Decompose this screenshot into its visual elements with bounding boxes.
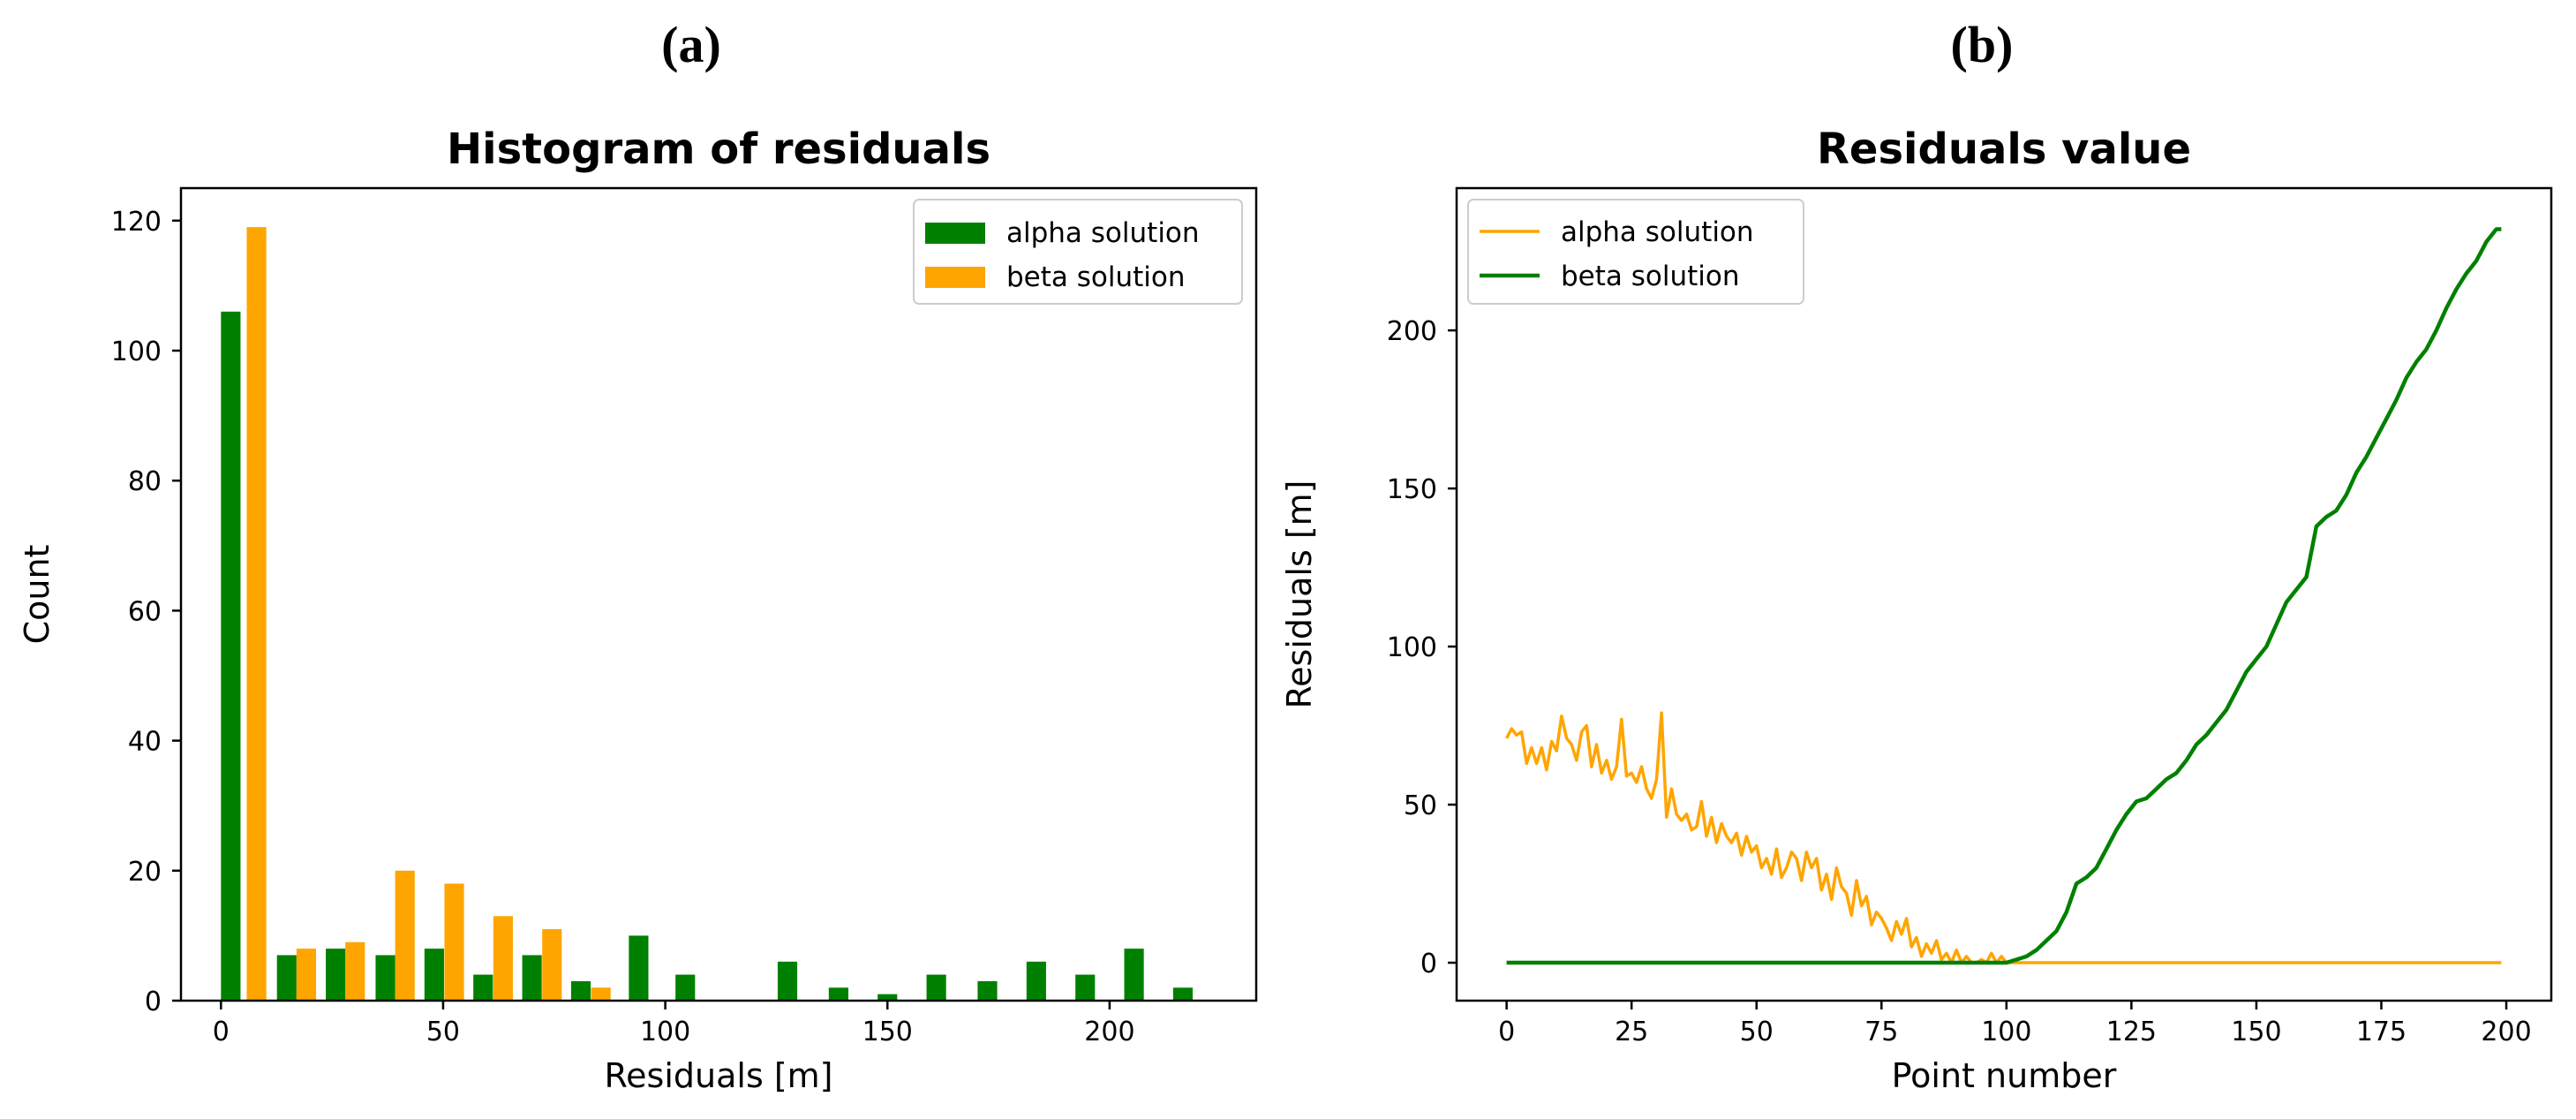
beta-bar: [296, 949, 317, 1001]
alpha-bar: [473, 974, 493, 1001]
alpha-bar: [424, 949, 444, 1001]
legend-label: beta solution: [1561, 261, 1740, 292]
alpha-bar: [221, 311, 241, 1002]
panel-label-a: (a): [661, 16, 721, 73]
beta-bar: [493, 916, 513, 1001]
x-axis-label: Residuals [m]: [604, 1056, 832, 1095]
alpha-bar: [1124, 949, 1144, 1001]
alpha-bar: [522, 955, 542, 1001]
legend: alpha solution beta solution: [1467, 199, 1804, 305]
alpha-bar: [1172, 987, 1194, 1001]
plot-frame: [1455, 186, 2553, 1002]
y-tick-label: 0: [145, 987, 162, 1017]
x-tick-label: 50: [426, 1017, 460, 1047]
y-tick-label: 100: [1387, 632, 1437, 663]
alpha-bar: [777, 961, 798, 1001]
y-tick-label: 60: [128, 596, 162, 627]
x-tick-label: 125: [2106, 1017, 2157, 1047]
panel-label-b: (b): [1951, 16, 2014, 73]
beta-bar: [591, 987, 611, 1001]
lines: [1505, 227, 2502, 965]
beta-bar: [444, 883, 464, 1001]
y-tick-label: 80: [128, 466, 162, 497]
legend-label: beta solution: [1006, 261, 1186, 293]
y-axis-label: Residuals [m]: [1280, 480, 1319, 708]
alpha-bar: [877, 994, 898, 1001]
alpha-bar: [1026, 961, 1046, 1001]
beta-bar: [345, 941, 365, 1001]
x-tick-label: 0: [1498, 1017, 1515, 1047]
x-tick-label: 100: [640, 1017, 690, 1047]
beta-solution-line: [1506, 227, 2502, 965]
legend-frame: [1467, 199, 1804, 305]
x-axis-label: Point number: [1892, 1056, 2117, 1095]
x-tick-label: 150: [2231, 1017, 2281, 1047]
alpha-bar: [375, 955, 395, 1001]
y-tick-label: 0: [1420, 949, 1437, 979]
legend: alpha solution beta solution: [913, 199, 1243, 305]
x-tick-label: 50: [1740, 1017, 1774, 1047]
bars: [221, 227, 1194, 1002]
legend-label: alpha solution: [1006, 217, 1200, 249]
alpha-solution-line: [1505, 711, 2502, 964]
legend-swatch-beta: [925, 267, 985, 288]
alpha-bar: [828, 987, 848, 1001]
y-axis-label: Count: [18, 545, 56, 645]
x-tick-label: 175: [2356, 1017, 2407, 1047]
alpha-bar: [977, 980, 998, 1001]
residuals-line-chart: Residuals value Point number Residuals [m]…: [1280, 125, 2553, 1095]
chart-title: Residuals value: [1817, 125, 2191, 174]
alpha-bar: [570, 980, 591, 1001]
alpha-bar: [675, 974, 696, 1001]
plot-frame: [179, 186, 1258, 1002]
beta-bar: [542, 929, 562, 1001]
legend-frame: [913, 199, 1243, 305]
beta-bar: [246, 227, 267, 1001]
alpha-bar: [629, 935, 649, 1001]
y-tick-label: 150: [1387, 474, 1437, 505]
x-tick-label: 200: [1084, 1017, 1134, 1047]
alpha-bar: [1075, 974, 1096, 1001]
y-tick-label: 120: [111, 207, 162, 238]
histogram-chart: Histogram of residuals Residuals [m] Count…: [18, 125, 1258, 1095]
y-tick-label: 50: [1404, 790, 1437, 821]
y-tick-label: 40: [128, 727, 162, 758]
alpha-bar: [276, 955, 297, 1001]
x-tick-label: 200: [2481, 1017, 2531, 1047]
y-tick-label: 100: [111, 336, 162, 367]
legend-label: alpha solution: [1561, 216, 1754, 248]
x-tick-label: 100: [1981, 1017, 2031, 1047]
beta-bar: [395, 870, 415, 1001]
chart-title: Histogram of residuals: [447, 125, 990, 174]
legend-swatch-alpha: [925, 223, 985, 244]
y-tick-label: 200: [1387, 316, 1437, 347]
x-tick-label: 0: [213, 1017, 230, 1047]
alpha-bar: [926, 974, 946, 1001]
y-tick-label: 20: [128, 857, 162, 888]
x-tick-label: 150: [862, 1017, 913, 1047]
alpha-bar: [326, 949, 346, 1001]
x-tick-label: 75: [1864, 1017, 1898, 1047]
x-tick-label: 25: [1615, 1017, 1648, 1047]
